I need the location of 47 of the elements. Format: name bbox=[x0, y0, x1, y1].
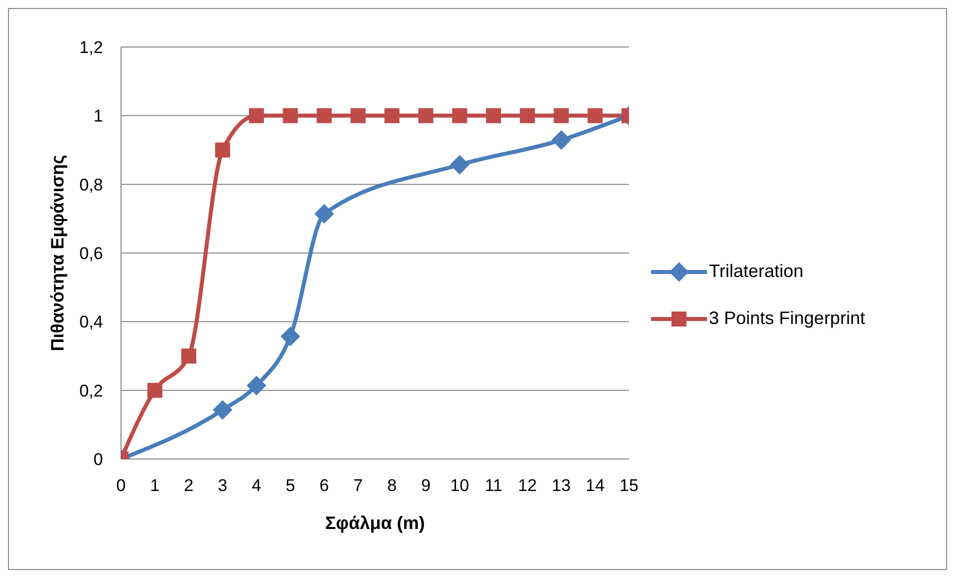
x-tick-label: 1 bbox=[150, 476, 160, 496]
y-axis-title: Πιθανότητα Εμφάνισης bbox=[47, 154, 68, 352]
x-tick-label: 8 bbox=[387, 476, 397, 496]
point bbox=[520, 108, 535, 124]
legend-label: Trilateration bbox=[709, 261, 804, 282]
x-tick-label: 15 bbox=[620, 476, 638, 496]
y-tick-label: 1,2 bbox=[79, 38, 103, 58]
point bbox=[248, 108, 264, 124]
point bbox=[384, 108, 400, 124]
y-tick-label: 0,2 bbox=[79, 381, 103, 400]
point bbox=[486, 108, 502, 124]
legend-label: 3 Points Fingerprint bbox=[709, 308, 866, 329]
x-tick-label: 6 bbox=[319, 476, 329, 496]
x-tick-label: 3 bbox=[218, 476, 228, 496]
point bbox=[246, 376, 266, 396]
y-tick-label: 0,6 bbox=[79, 244, 103, 264]
x-tick-label: 9 bbox=[421, 476, 431, 496]
point bbox=[588, 108, 603, 124]
point bbox=[280, 326, 300, 346]
point bbox=[314, 204, 334, 224]
x-tick-label: 7 bbox=[353, 476, 363, 496]
x-axis-title: Σφάλμα (m) bbox=[325, 513, 425, 533]
point bbox=[213, 400, 232, 420]
y-tick-label: 0,4 bbox=[79, 312, 103, 332]
x-tick-label: 5 bbox=[286, 476, 296, 496]
point bbox=[450, 155, 470, 174]
point bbox=[350, 108, 366, 124]
y-tick-label: 1 bbox=[94, 106, 103, 126]
x-tick-label: 14 bbox=[586, 476, 605, 496]
point bbox=[215, 142, 230, 158]
point bbox=[552, 130, 571, 150]
x-tick-label: 12 bbox=[518, 476, 537, 496]
x-tick-label: 11 bbox=[484, 476, 502, 496]
point bbox=[316, 108, 332, 124]
point bbox=[418, 108, 434, 124]
point bbox=[452, 108, 468, 124]
y-tick-label: 0,8 bbox=[79, 175, 103, 194]
x-tick-label: 0 bbox=[116, 476, 126, 496]
point bbox=[147, 382, 162, 398]
x-tick-label: 2 bbox=[184, 476, 194, 496]
x-tick-label: 4 bbox=[252, 476, 262, 496]
x-tick-label: 10 bbox=[450, 476, 470, 496]
y-tick-label: 0 bbox=[94, 450, 103, 470]
x-tick-label: 13 bbox=[552, 476, 571, 496]
point bbox=[282, 108, 298, 124]
point bbox=[554, 108, 569, 124]
point bbox=[181, 348, 196, 364]
